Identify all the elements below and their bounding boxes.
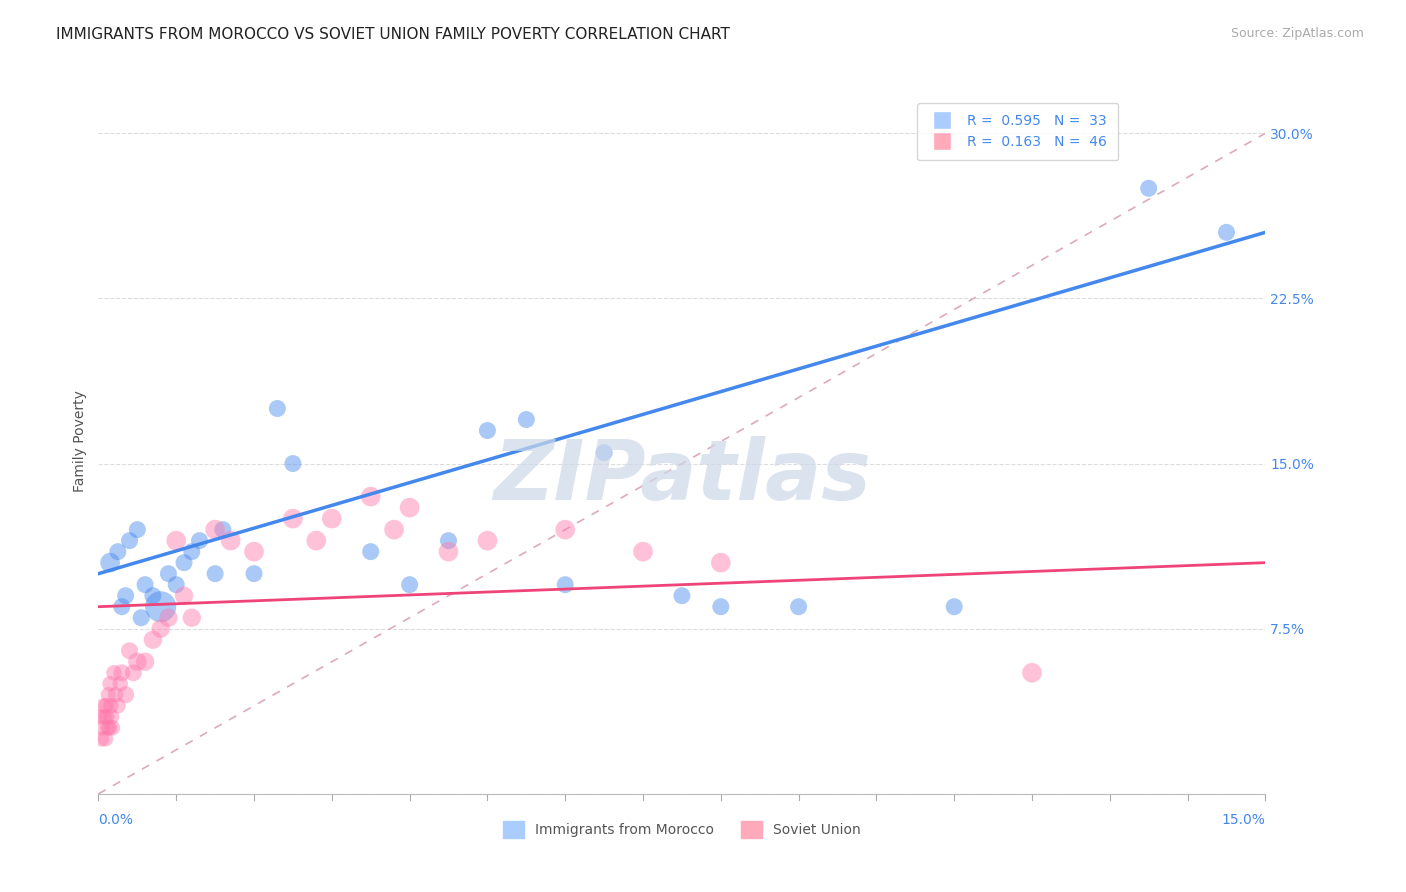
Point [173,589,195,603]
Point [219,533,242,548]
Point [710,556,733,570]
Point [149,599,172,614]
Point [103,665,125,680]
Point [129,610,152,624]
Point [93,710,115,724]
Point [1215,225,1237,239]
Point [127,655,149,669]
Point [360,490,382,504]
Point [398,577,420,591]
Point [1137,181,1160,195]
Point [437,544,460,558]
Point [204,566,226,581]
Point [96,710,118,724]
Point [173,556,195,570]
Point [157,566,180,581]
Point [437,533,460,548]
Point [787,599,810,614]
Text: Source: ZipAtlas.com: Source: ZipAtlas.com [1230,27,1364,40]
Point [98,677,121,691]
Point [212,523,235,537]
Point [671,589,693,603]
Point [188,533,211,548]
Point [281,511,304,525]
Point [631,544,654,558]
Point [398,500,420,515]
Point [111,599,134,614]
Point [100,710,122,724]
Point [89,710,111,724]
Point [101,721,124,735]
Point [91,721,114,735]
Point [134,577,156,591]
Point [157,610,180,624]
Point [321,511,343,525]
Point [149,622,172,636]
Point [593,445,616,459]
Point [98,556,121,570]
Point [477,424,499,438]
Point [710,599,733,614]
Text: IMMIGRANTS FROM MOROCCO VS SOVIET UNION FAMILY POVERTY CORRELATION CHART: IMMIGRANTS FROM MOROCCO VS SOVIET UNION … [56,27,730,42]
Point [94,731,117,746]
Y-axis label: Family Poverty: Family Poverty [73,391,87,492]
Text: 15.0%: 15.0% [1222,814,1265,828]
Point [165,577,187,591]
Point [142,589,165,603]
Point [122,665,145,680]
Legend: R =  0.595   N =  33, R =  0.163   N =  46: R = 0.595 N = 33, R = 0.163 N = 46 [918,103,1118,161]
Point [204,523,226,537]
Point [554,577,576,591]
Point [127,523,149,537]
Point [97,688,120,702]
Point [114,688,136,702]
Point [96,698,118,713]
Point [477,533,499,548]
Point [100,698,122,713]
Point [114,589,136,603]
Point [515,412,537,426]
Point [93,698,115,713]
Point [118,533,141,548]
Point [180,544,202,558]
Point [107,544,129,558]
Point [134,655,156,669]
Point [382,523,405,537]
Point [180,610,202,624]
Point [97,721,120,735]
Point [243,566,266,581]
Point [360,544,382,558]
Point [98,721,121,735]
Point [1021,665,1043,680]
Point [142,632,165,647]
Point [107,698,129,713]
Point [266,401,288,416]
Text: ZIPatlas: ZIPatlas [494,436,870,517]
Point [108,677,131,691]
Point [281,457,304,471]
Point [554,523,576,537]
Point [90,731,112,746]
Point [305,533,328,548]
Point [243,544,266,558]
Text: 0.0%: 0.0% [98,814,134,828]
Point [118,644,141,658]
Point [943,599,966,614]
Point [111,665,134,680]
Point [165,533,187,548]
Point [104,688,127,702]
